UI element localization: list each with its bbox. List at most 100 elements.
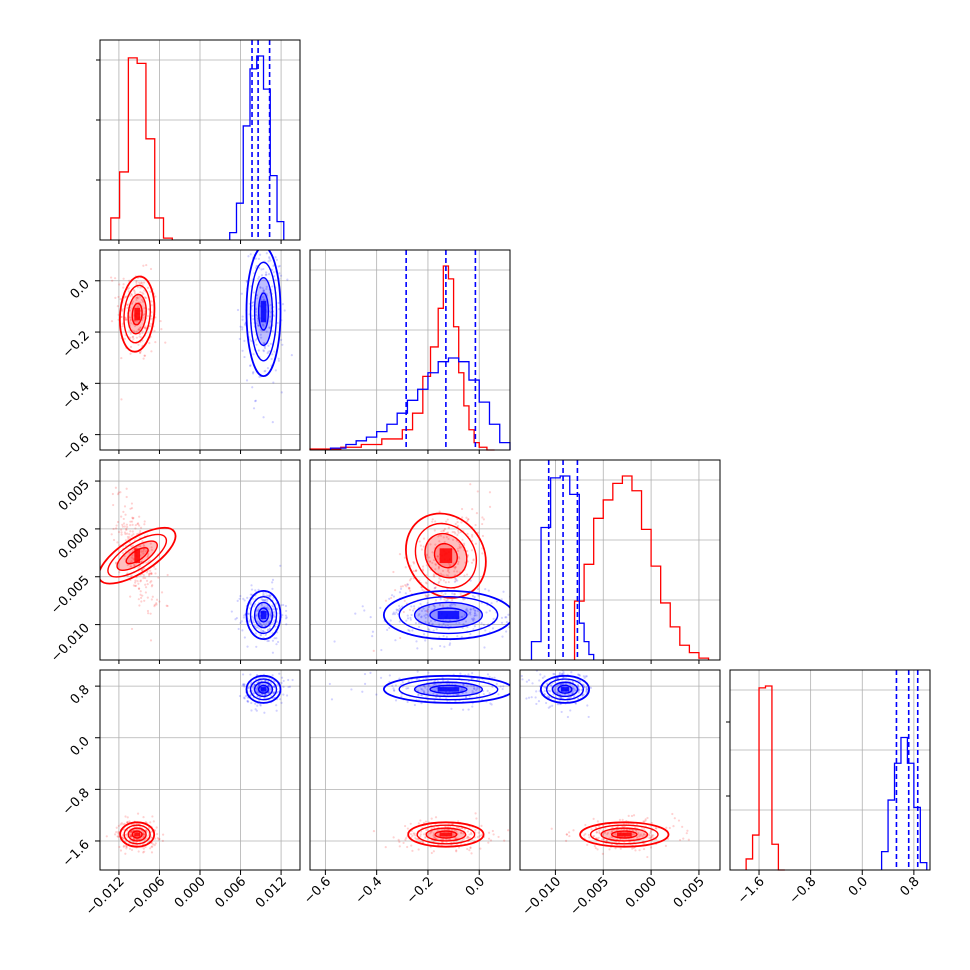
scatter-point xyxy=(453,593,456,596)
scatter-point xyxy=(589,686,593,689)
scatter-point xyxy=(572,688,576,691)
scatter-point xyxy=(236,308,240,312)
scatter-point xyxy=(460,507,464,511)
scatter-point xyxy=(135,336,138,339)
scatter-point xyxy=(584,823,587,827)
scatter-point xyxy=(480,824,483,827)
scatter-point xyxy=(535,688,537,690)
scatter-point xyxy=(428,622,431,625)
scatter-point xyxy=(391,613,395,616)
scatter-point xyxy=(424,581,428,584)
scatter-point xyxy=(130,502,134,505)
scatter-point xyxy=(592,817,595,820)
scatter-point xyxy=(558,693,561,696)
scatter-point xyxy=(251,372,255,375)
scatter-point xyxy=(117,824,120,828)
scatter-point xyxy=(473,611,476,615)
scatter-point xyxy=(388,674,391,677)
scatter-point xyxy=(587,833,590,837)
scatter-point xyxy=(240,620,243,623)
density-core xyxy=(437,687,460,692)
scatter-point xyxy=(469,632,472,636)
scatter-group xyxy=(100,486,288,654)
scatter-point xyxy=(268,684,271,687)
scatter-point xyxy=(453,593,456,596)
ytick-label: 0.000 xyxy=(56,525,93,562)
scatter-point xyxy=(439,644,442,648)
scatter-point xyxy=(466,610,469,613)
scatter-point xyxy=(265,285,268,288)
scatter-point xyxy=(527,655,529,657)
scatter-point xyxy=(433,683,437,686)
scatter-point xyxy=(419,835,422,838)
scatter-point xyxy=(141,594,144,597)
scatter-point xyxy=(248,338,251,341)
scatter-point xyxy=(403,599,406,603)
scatter-point xyxy=(433,835,436,838)
scatter-point xyxy=(363,682,367,685)
scatter-point xyxy=(133,564,137,567)
scatter-point xyxy=(144,326,147,330)
scatter-point xyxy=(430,851,433,855)
scatter-point xyxy=(157,576,160,579)
scatter-point xyxy=(280,701,283,704)
scatter-point xyxy=(116,541,119,544)
scatter-point xyxy=(249,673,252,676)
scatter-point xyxy=(526,818,528,820)
scatter-point xyxy=(408,579,412,582)
density-core xyxy=(134,307,140,321)
scatter-point xyxy=(234,618,237,621)
scatter-point xyxy=(144,576,147,580)
scatter-point xyxy=(665,826,668,829)
scatter-point xyxy=(448,643,451,647)
scatter-point xyxy=(119,491,122,494)
scatter-point xyxy=(259,253,262,256)
scatter-point xyxy=(244,323,247,326)
scatter-point xyxy=(643,833,646,836)
scatter-point xyxy=(480,622,483,625)
scatter-point xyxy=(414,836,417,840)
scatter-point xyxy=(248,686,251,689)
scatter-point xyxy=(445,841,448,844)
scatter-point xyxy=(454,532,457,535)
scatter-point xyxy=(260,268,263,271)
scatter-point xyxy=(280,391,283,394)
scatter-point xyxy=(143,354,146,357)
scatter-point xyxy=(510,698,512,700)
scatter-point xyxy=(255,307,258,310)
panel-0-0 xyxy=(96,40,300,240)
scatter-point xyxy=(502,590,505,593)
scatter-point xyxy=(507,829,510,832)
scatter-point xyxy=(438,696,442,699)
scatter-point xyxy=(117,830,120,833)
scatter-point xyxy=(124,833,127,836)
scatter-point xyxy=(410,844,413,847)
scatter-point xyxy=(144,583,147,586)
scatter-point xyxy=(551,704,554,707)
xtick-label: 0.006 xyxy=(212,874,249,911)
scatter-point xyxy=(502,685,505,688)
scatter-point xyxy=(245,379,249,382)
scatter-point xyxy=(500,616,504,619)
scatter-point xyxy=(261,618,264,621)
scatter-point xyxy=(618,818,622,821)
scatter-point xyxy=(441,569,445,572)
panel-3-3 xyxy=(726,670,930,871)
scatter-point xyxy=(252,301,255,304)
scatter-point xyxy=(124,295,127,298)
scatter-point xyxy=(121,523,124,526)
scatter-point xyxy=(249,603,252,606)
scatter-point xyxy=(138,333,141,336)
contour-1 xyxy=(382,590,510,641)
scatter-point xyxy=(261,598,264,602)
scatter-point xyxy=(571,692,574,695)
panel-2-0 xyxy=(100,460,300,660)
scatter-point xyxy=(268,326,271,329)
scatter-point xyxy=(150,304,153,307)
scatter-point xyxy=(577,689,580,692)
scatter-point xyxy=(648,834,651,837)
scatter-point xyxy=(445,599,448,603)
scatter-point xyxy=(466,609,469,612)
scatter-point xyxy=(280,604,283,607)
scatter-point xyxy=(431,622,434,625)
